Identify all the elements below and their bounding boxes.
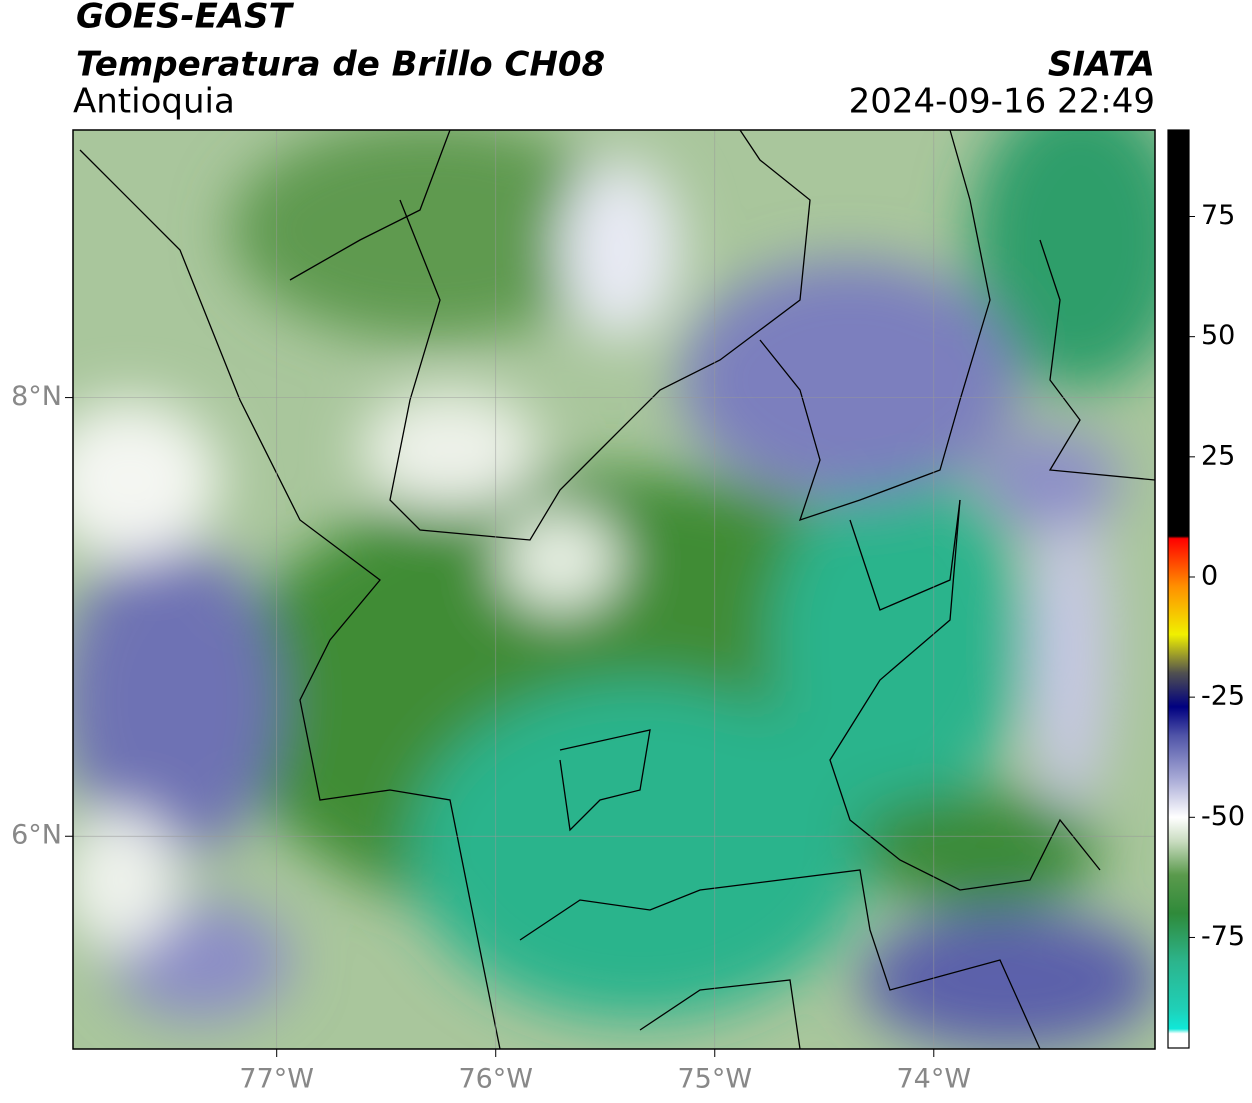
colorbar-tick-label: 25: [1201, 440, 1235, 471]
lon-tick-label: 75°W: [677, 1064, 752, 1095]
source: SIATA: [1048, 45, 1155, 85]
lon-tick-label: 76°W: [458, 1064, 533, 1095]
title: GOES-EAST: [76, 0, 295, 37]
graticule: [73, 130, 1155, 1049]
colorbar-tick-label: 0: [1201, 560, 1218, 591]
subtitle: Temperatura de Brillo CH08: [76, 45, 605, 85]
colorbar-tick-label: 75: [1201, 200, 1235, 231]
lon-tick-label: 74°W: [897, 1064, 972, 1095]
lon-tick-label: 77°W: [239, 1064, 314, 1095]
colorbar-tick-label: 50: [1201, 320, 1235, 351]
map-frame: [72, 129, 1156, 1050]
colorbar: [1167, 129, 1190, 1049]
colorbar-tick-label: -75: [1201, 921, 1245, 952]
map-image: [73, 130, 1155, 1049]
colorbar-tick-label: -50: [1201, 801, 1245, 832]
region: Antioquia: [73, 82, 235, 122]
colorbar-tick-label: -25: [1201, 681, 1245, 712]
lat-tick-label: 8°N: [11, 381, 62, 412]
lat-tick-label: 6°N: [11, 820, 62, 851]
datetime: 2024-09-16 22:49: [849, 82, 1155, 122]
